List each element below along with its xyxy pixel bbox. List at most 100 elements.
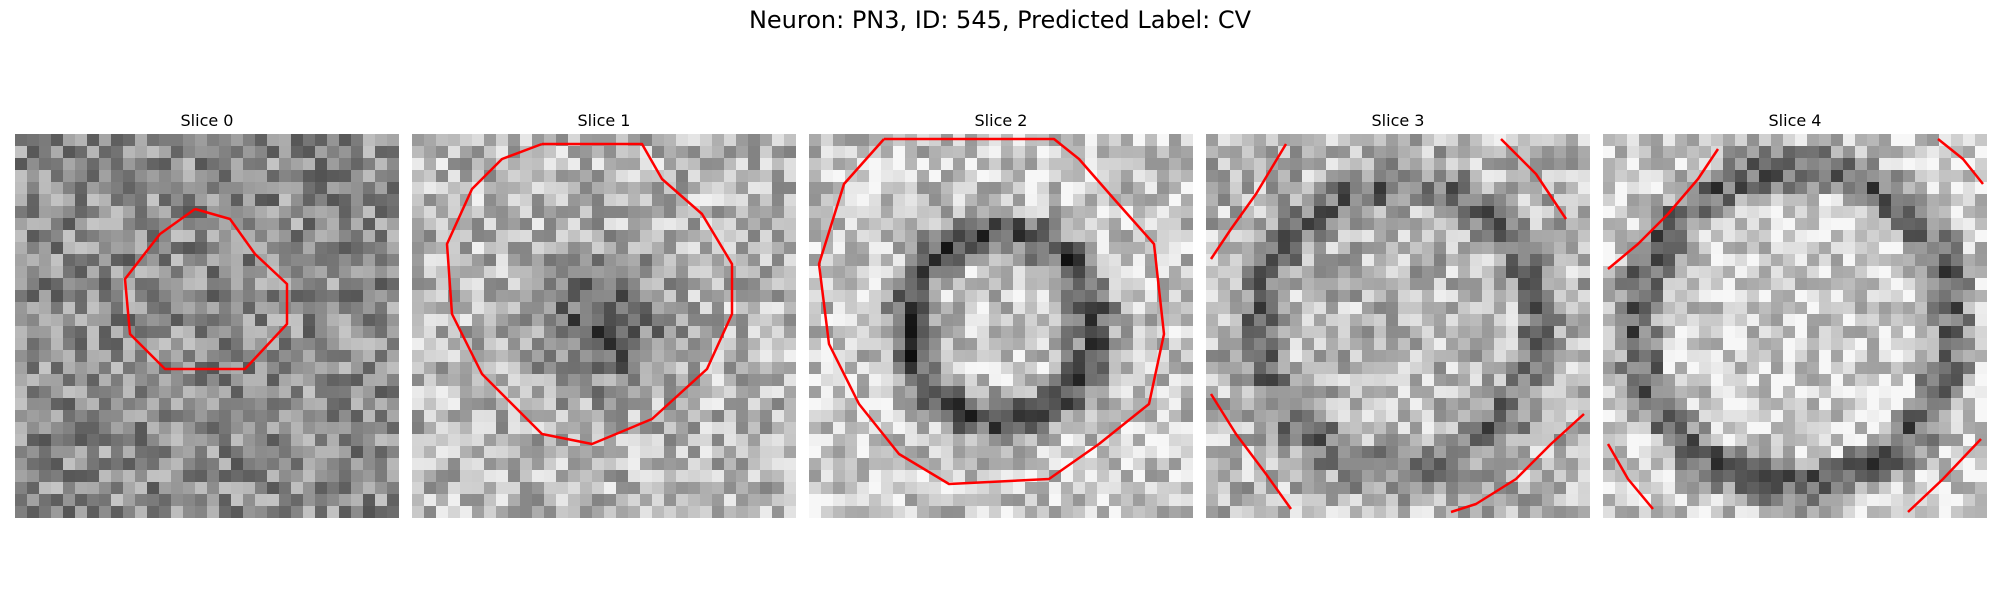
pixel	[1157, 194, 1169, 206]
pixel	[736, 218, 748, 230]
pixel	[857, 290, 869, 302]
pixel	[1049, 398, 1061, 410]
pixel	[1410, 254, 1422, 266]
pixel	[784, 422, 796, 434]
pixel	[1073, 362, 1085, 374]
pixel	[1554, 242, 1566, 254]
pixel	[989, 218, 1001, 230]
pixel	[1843, 266, 1855, 278]
pixel	[965, 158, 977, 170]
pixel	[1169, 458, 1181, 470]
pixel	[171, 410, 183, 422]
pixel	[724, 170, 736, 182]
pixel	[748, 278, 760, 290]
pixel	[1651, 278, 1663, 290]
pixel	[1206, 422, 1218, 434]
pixel	[448, 170, 460, 182]
pixel	[1302, 146, 1314, 158]
slice-title: Slice 2	[974, 111, 1028, 130]
pixel	[1506, 194, 1518, 206]
pixel	[99, 362, 111, 374]
pixel	[1458, 290, 1470, 302]
pixel	[123, 458, 135, 470]
pixel	[351, 182, 363, 194]
pixel	[1903, 326, 1915, 338]
pixel	[1434, 170, 1446, 182]
pixel	[351, 314, 363, 326]
pixel	[315, 302, 327, 314]
pixel	[255, 482, 267, 494]
pixel	[87, 218, 99, 230]
pixel	[1963, 302, 1975, 314]
pixel	[857, 302, 869, 314]
segmentation-contour	[1500, 138, 1568, 220]
pixel	[640, 218, 652, 230]
pixel	[279, 434, 291, 446]
pixel	[147, 182, 159, 194]
pixel	[267, 230, 279, 242]
pixel	[1639, 206, 1651, 218]
pixel	[869, 158, 881, 170]
pixel	[688, 326, 700, 338]
pixel	[1687, 302, 1699, 314]
pixel	[1206, 218, 1218, 230]
pixel	[1001, 218, 1013, 230]
pixel	[1362, 482, 1374, 494]
pixel	[592, 290, 604, 302]
pixel	[580, 338, 592, 350]
pixel	[604, 242, 616, 254]
pixel	[784, 290, 796, 302]
pixel	[760, 218, 772, 230]
pixel	[412, 326, 424, 338]
pixel	[291, 266, 303, 278]
pixel	[387, 242, 399, 254]
pixel	[1254, 446, 1266, 458]
pixel	[436, 290, 448, 302]
pixel	[508, 482, 520, 494]
pixel	[1085, 170, 1097, 182]
pixel	[87, 194, 99, 206]
pixel	[1867, 242, 1879, 254]
pixel	[544, 362, 556, 374]
pixel	[1350, 482, 1362, 494]
pixel	[784, 326, 796, 338]
pixel	[1723, 338, 1735, 350]
pixel	[255, 422, 267, 434]
segmentation-contour	[1209, 393, 1293, 510]
pixel	[760, 290, 772, 302]
pixel	[1494, 458, 1506, 470]
pixel	[1554, 146, 1566, 158]
pixel	[472, 206, 484, 218]
pixel	[1458, 434, 1470, 446]
pixel	[1181, 398, 1193, 410]
pixel	[1615, 146, 1627, 158]
pixel	[63, 482, 75, 494]
pixel	[1735, 410, 1747, 422]
pixel	[1554, 302, 1566, 314]
pixel	[833, 242, 845, 254]
pixel	[1542, 326, 1554, 338]
pixel	[1398, 374, 1410, 386]
pixel	[1542, 338, 1554, 350]
pixel	[1218, 338, 1230, 350]
pixel	[1266, 254, 1278, 266]
pixel	[1554, 446, 1566, 458]
pixel	[1470, 446, 1482, 458]
pixel	[1759, 458, 1771, 470]
pixel	[1121, 326, 1133, 338]
pixel	[1506, 434, 1518, 446]
pixel	[339, 218, 351, 230]
pixel	[929, 374, 941, 386]
pixel	[1963, 242, 1975, 254]
pixel	[929, 482, 941, 494]
pixel	[1326, 374, 1338, 386]
pixel	[1049, 218, 1061, 230]
pixel	[207, 242, 219, 254]
pixel	[941, 302, 953, 314]
pixel	[1915, 194, 1927, 206]
pixel	[1073, 302, 1085, 314]
pixel	[772, 506, 784, 518]
pixel	[63, 158, 75, 170]
pixel	[965, 362, 977, 374]
pixel	[1494, 158, 1506, 170]
